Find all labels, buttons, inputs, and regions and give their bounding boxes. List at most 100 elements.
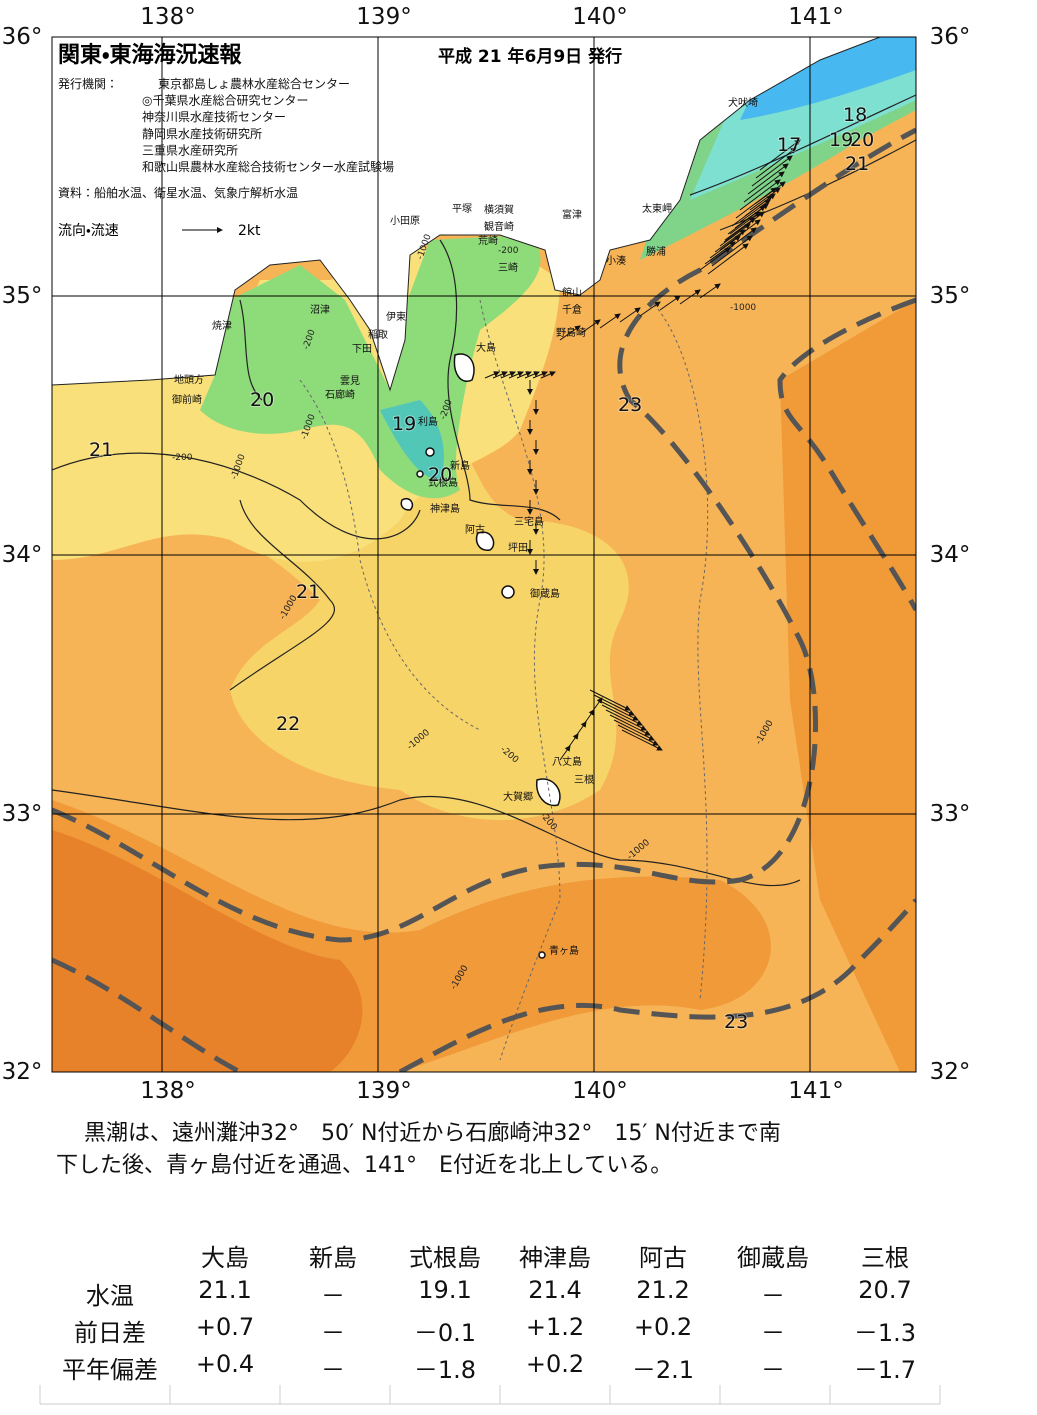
- current-vector: [659, 295, 681, 311]
- isotherm-label: 23: [724, 1011, 748, 1033]
- isotherm-label: 20: [850, 129, 874, 151]
- title: 関東・東海海況速報: [58, 42, 242, 68]
- current-vector: [699, 247, 731, 271]
- place-label: 下田: [352, 344, 372, 355]
- depth-label: -1000: [730, 303, 756, 313]
- place-label: 観音崎: [484, 220, 514, 233]
- current-vector: [559, 325, 581, 341]
- current-vector: [484, 371, 500, 379]
- isotherm-label: 18: [843, 104, 867, 126]
- publisher: 静岡県水産技術研究所: [142, 126, 262, 141]
- lon-label: 138°: [140, 4, 195, 30]
- current-vector: [747, 163, 789, 195]
- current-vector: [704, 241, 736, 265]
- current-vector: [492, 371, 508, 379]
- place-label: 新島: [450, 459, 470, 472]
- current-vector: [575, 721, 587, 737]
- table-cell: －2.1: [631, 1356, 695, 1384]
- isotherm-label: 23: [618, 394, 642, 416]
- isotherm-label: 17: [777, 134, 801, 156]
- table-rule: [39, 1385, 941, 1405]
- place-label: 横須賀: [484, 203, 514, 216]
- table-cell: +1.2: [525, 1313, 585, 1341]
- place-label: 大賀郷: [503, 790, 533, 803]
- current-vector: [749, 187, 781, 211]
- current-vector: [559, 745, 571, 761]
- column-header: 新島: [309, 1244, 357, 1272]
- place-label: 野島崎: [556, 326, 586, 339]
- lon-label: 138°: [140, 1078, 195, 1104]
- current-vector: [500, 371, 516, 379]
- place-label: 阿古: [465, 523, 485, 536]
- publisher: 和歌山県農林水産総合技術センター水産試験場: [142, 159, 394, 174]
- depth-label: -200: [172, 453, 193, 463]
- column-header: 阿古: [639, 1244, 687, 1272]
- table-cell: 19.1: [418, 1276, 472, 1304]
- place-label: 平塚: [452, 203, 472, 215]
- current-vector: [524, 371, 540, 379]
- isotherm-label: 19: [392, 413, 416, 435]
- current-vector: [755, 147, 797, 179]
- table-cell: 20.7: [858, 1276, 912, 1304]
- sources: 資料：船舶水温、衛星水温、気象庁解析水温: [58, 185, 298, 200]
- isotherm-label: 22: [276, 713, 300, 735]
- publisher: 神奈川県水産技術センター: [142, 109, 286, 124]
- current-vector: [714, 229, 746, 253]
- current-vector: [589, 689, 631, 711]
- lon-label: 141°: [788, 1078, 843, 1104]
- current-vector: [516, 371, 532, 379]
- publisher: 東京都島しょ農林水産総合センター: [158, 76, 350, 91]
- current-vector: [739, 179, 781, 211]
- table-cell: －1.8: [413, 1356, 477, 1384]
- current-vector: [719, 223, 751, 247]
- place-label: 小湊: [606, 254, 626, 267]
- table-cell: －: [761, 1356, 785, 1384]
- table-cell: 21.2: [636, 1276, 690, 1304]
- warm-water-core: [52, 830, 363, 1072]
- current-scale: 2kt: [238, 223, 261, 239]
- table-cell: －1.3: [853, 1319, 917, 1347]
- row-header: 前日差: [74, 1319, 146, 1347]
- lat-label: 34°: [2, 542, 43, 568]
- place-label: 八丈島: [552, 755, 582, 768]
- isotherm-label: 19: [829, 129, 853, 151]
- current-vector: [743, 171, 785, 203]
- current-vector: [508, 371, 524, 379]
- place-label: 神津島: [430, 502, 460, 515]
- place-label: 石廊崎: [325, 388, 355, 401]
- table-cell: +0.4: [195, 1350, 255, 1378]
- lon-label: 141°: [788, 4, 843, 30]
- column-header: 大島: [201, 1244, 249, 1272]
- place-label: 式根島: [428, 476, 458, 489]
- labels: 138° 138° 139° 139° 140° 140° 141° 141° 36° 36° 35…: [2, 4, 971, 1104]
- place-label: 千倉: [562, 304, 582, 316]
- row-header: 平年偏差: [62, 1356, 158, 1384]
- place-label: 三根: [574, 773, 594, 786]
- table-cell: －: [321, 1356, 345, 1384]
- current-vector: [609, 714, 651, 736]
- row-header: 水温: [86, 1282, 134, 1310]
- islands: [400, 353, 561, 959]
- place-label: 富津: [562, 208, 582, 221]
- lon-label: 140°: [572, 1078, 627, 1104]
- place-label: 伊東: [386, 310, 406, 323]
- place-label: 青ヶ島: [549, 944, 579, 957]
- isotherm-label: 20: [250, 389, 274, 411]
- warm-water: [780, 300, 916, 1072]
- current-vector: [579, 319, 601, 335]
- land: [52, 37, 881, 392]
- place-label: 勝浦: [646, 245, 666, 258]
- place-label: 地頭方: [174, 373, 204, 386]
- lon-label: 140°: [572, 4, 627, 30]
- place-label: 大島: [476, 341, 496, 354]
- lat-label: 33°: [930, 801, 971, 827]
- current-vector: [734, 205, 766, 229]
- column-header: 神津島: [519, 1244, 591, 1272]
- table-cell: －: [321, 1319, 345, 1347]
- current-vector: [621, 729, 663, 751]
- current-vector: [599, 313, 621, 329]
- current-vector: [739, 199, 771, 223]
- place-label: 犬吠埼: [728, 96, 758, 109]
- current-vector: [729, 211, 761, 235]
